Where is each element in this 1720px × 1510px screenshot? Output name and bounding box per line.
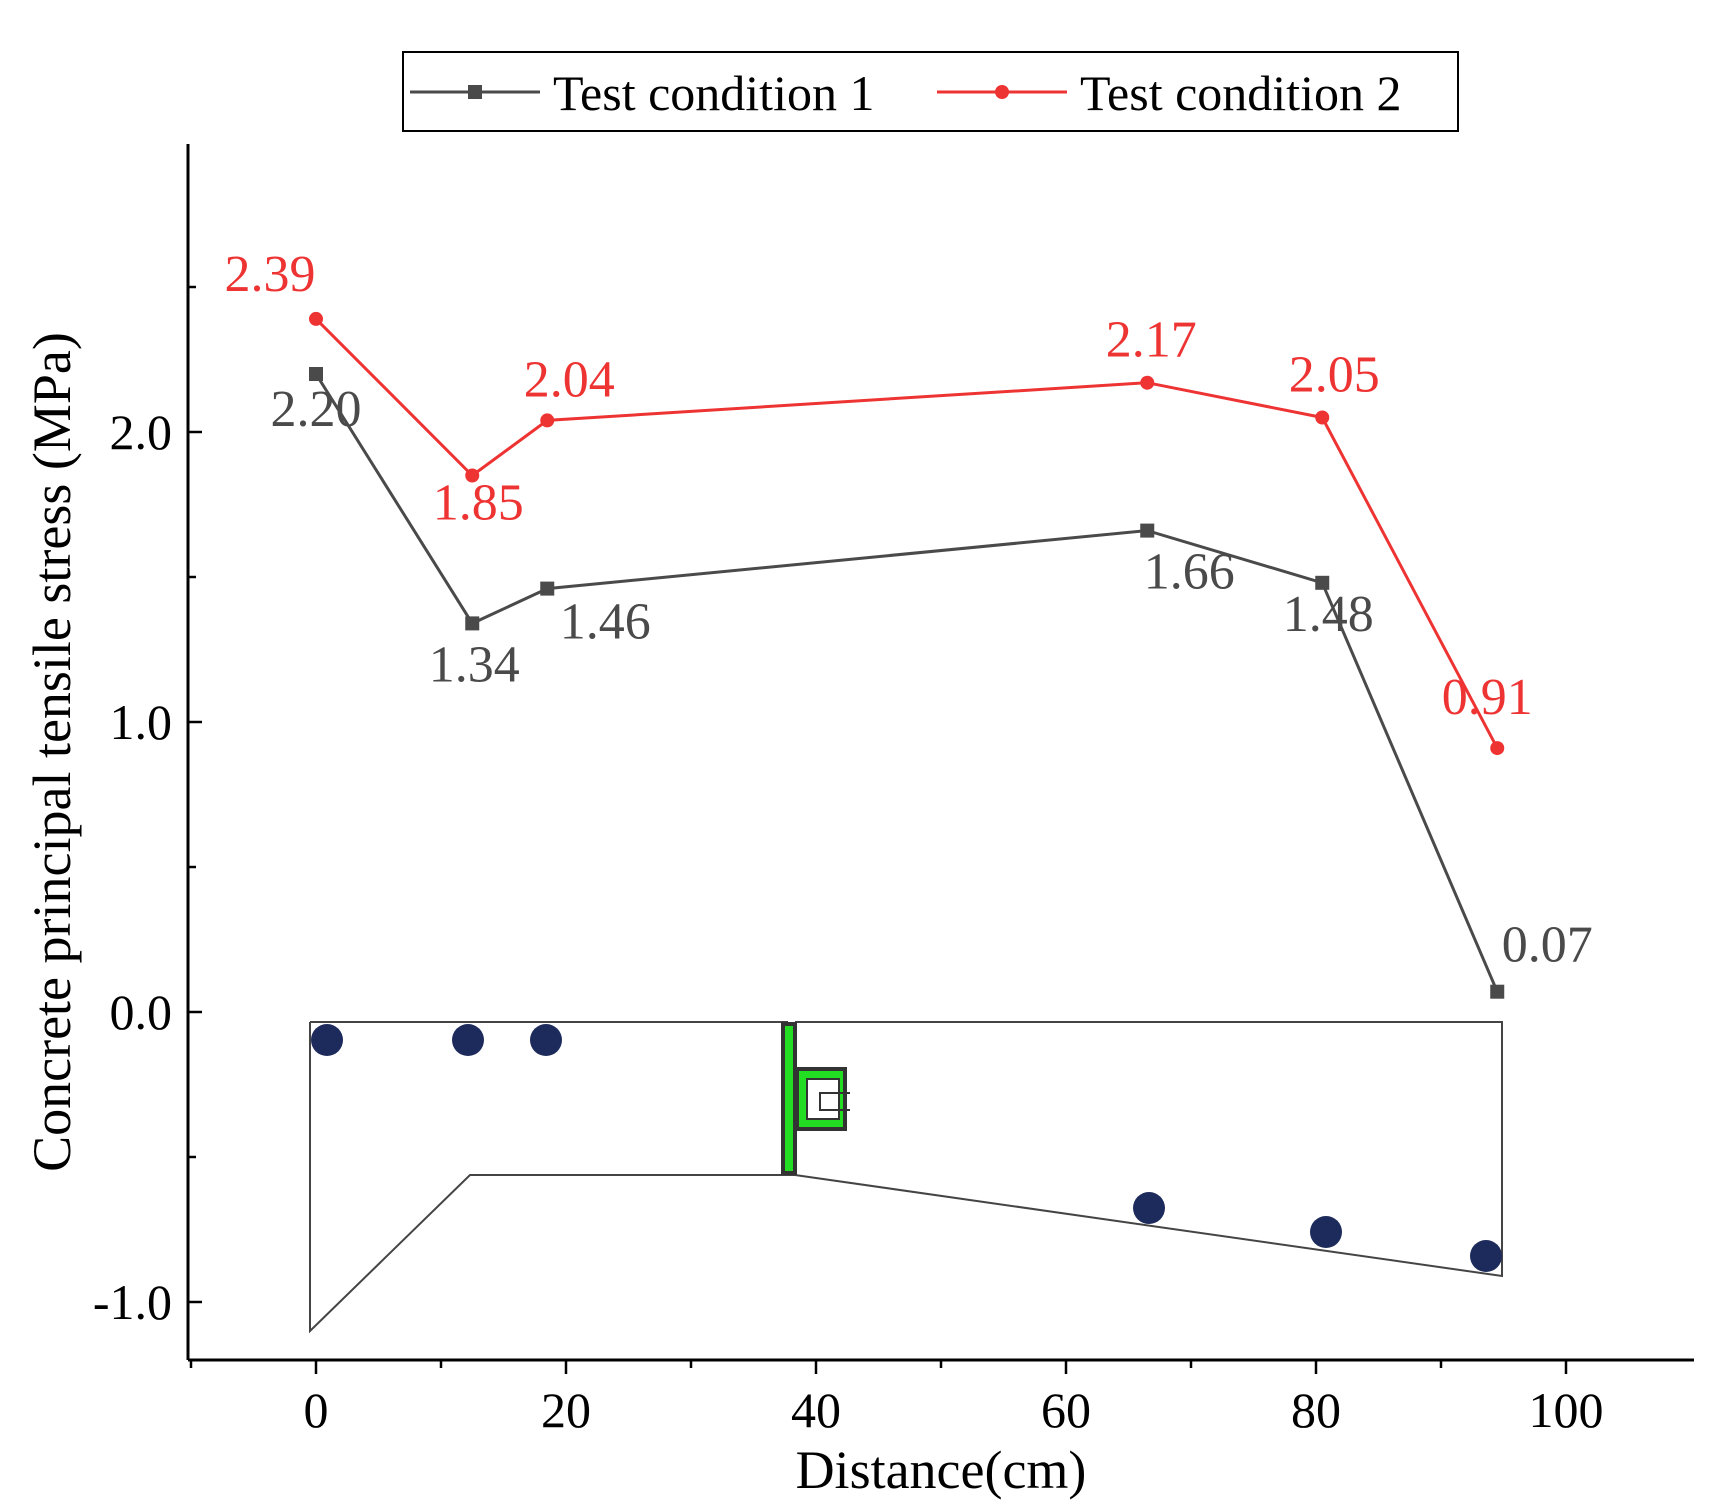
series-1-point bbox=[309, 367, 323, 381]
axes bbox=[186, 144, 1694, 1362]
series-1-data-label: 1.48 bbox=[1283, 586, 1374, 643]
rebar-dot bbox=[1310, 1216, 1342, 1248]
legend-label-series-1: Test condition 1 bbox=[553, 65, 874, 121]
legend-marker-series-2 bbox=[995, 85, 1009, 99]
series-2-line bbox=[314, 317, 1499, 749]
y-tick-label: 0.0 bbox=[110, 984, 173, 1040]
plot-area: 2.20 1.34 1.46 1.66 1.48 0.07 2.39 1.85 2.04 2.17… bbox=[225, 246, 1593, 999]
series-2-data-label: 2.04 bbox=[524, 351, 615, 408]
series-1-point bbox=[1315, 575, 1330, 590]
y-axis-title: Concrete principal tensile stress (MPa) bbox=[22, 332, 82, 1172]
series-1-data-label: 1.34 bbox=[429, 636, 520, 693]
series-2-point bbox=[540, 413, 555, 428]
connector-hook bbox=[819, 1092, 850, 1111]
series-2-point bbox=[465, 468, 480, 483]
x-tick-label: 60 bbox=[1041, 1382, 1091, 1438]
series-1-data-label: 0.07 bbox=[1502, 917, 1593, 974]
section-outline bbox=[309, 1021, 1503, 1334]
series-2-point bbox=[309, 311, 323, 326]
series-1-point bbox=[1490, 984, 1505, 999]
series-1-point bbox=[465, 616, 480, 631]
x-tick-label: 40 bbox=[791, 1382, 841, 1438]
x-tick-label: 100 bbox=[1529, 1382, 1604, 1438]
series-1-data-label: 2.20 bbox=[271, 381, 362, 438]
series-2-point bbox=[1490, 741, 1505, 756]
series-1-data-label: 1.46 bbox=[560, 594, 651, 651]
x-axis-title: Distance(cm) bbox=[796, 1440, 1087, 1500]
y-tick-label: -1.0 bbox=[93, 1274, 172, 1330]
rebar-dot bbox=[452, 1024, 484, 1056]
rebar-dot bbox=[1470, 1240, 1502, 1272]
x-tick-label: 20 bbox=[541, 1382, 591, 1438]
series-2-data-label: 2.39 bbox=[225, 246, 316, 303]
series-1-point bbox=[1140, 523, 1155, 538]
connector-web-inner bbox=[785, 1026, 793, 1171]
y-tick-label: 2.0 bbox=[110, 404, 173, 460]
series-2-data-label: 2.05 bbox=[1289, 347, 1380, 404]
rebar-dot bbox=[530, 1024, 562, 1056]
series-1-line bbox=[314, 373, 1499, 993]
legend: Test condition 1 Test condition 2 bbox=[402, 51, 1459, 132]
connector-box-inner bbox=[806, 1078, 840, 1120]
x-tick-label: 80 bbox=[1291, 1382, 1341, 1438]
x-ticks: 0 20 40 60 80 100 bbox=[189, 1360, 1604, 1438]
rebar-dot bbox=[1133, 1192, 1165, 1224]
series-2-point bbox=[1315, 410, 1330, 425]
y-ticks: -1.0 0.0 1.0 2.0 bbox=[93, 285, 202, 1330]
x-tick-label: 0 bbox=[304, 1382, 329, 1438]
series-2-data-label: 2.17 bbox=[1106, 312, 1197, 369]
series-2-point bbox=[1140, 375, 1155, 390]
legend-box bbox=[402, 51, 1459, 132]
series-1-point bbox=[540, 581, 555, 596]
series-2-data-label: 1.85 bbox=[433, 475, 524, 532]
series-1-data-label: 1.66 bbox=[1144, 544, 1235, 601]
legend-marker-series-1 bbox=[468, 85, 482, 99]
rebar-dot bbox=[311, 1024, 343, 1056]
cross-section-inset bbox=[309, 1021, 1503, 1334]
series-2-data-label: 0.91 bbox=[1442, 669, 1533, 726]
legend-label-series-2: Test condition 2 bbox=[1080, 65, 1401, 121]
y-tick-label: 1.0 bbox=[110, 694, 173, 750]
